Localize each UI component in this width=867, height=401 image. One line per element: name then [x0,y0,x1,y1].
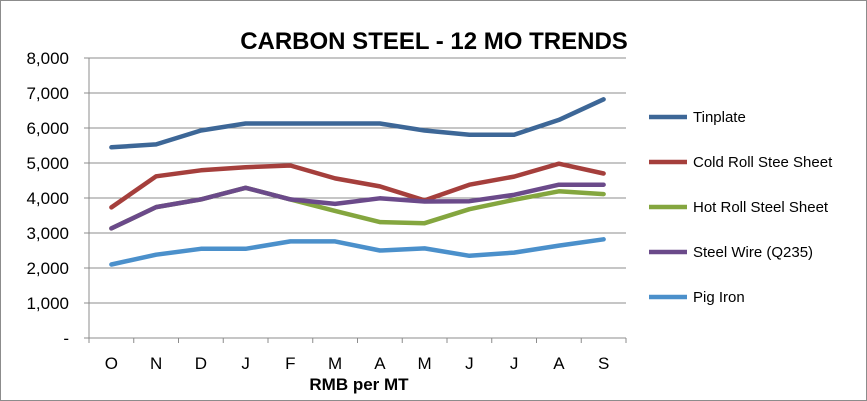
gridlines [89,57,626,304]
x-tick-label: F [285,354,295,373]
chart-title: CARBON STEEL - 12 MO TRENDS [240,28,628,55]
x-tick-label: D [195,354,207,373]
x-tick-label: J [510,354,519,373]
series-lines [109,97,606,267]
y-tick-label: 8,000 [26,49,69,68]
legend: Tinplate Cold Roll Stee Sheet Hot Roll Ste… [649,109,833,306]
y-tick-label: 7,000 [26,84,69,103]
series-line-4 [109,237,606,267]
x-tick-label: J [241,354,250,373]
legend-label-1: Cold Roll Stee Sheet [693,154,833,171]
y-tick-label: 3,000 [26,224,69,243]
x-tick-label: M [418,354,432,373]
y-tick-label: - [63,329,69,348]
series-line-3 [109,182,606,231]
axes [84,57,627,343]
x-tick-label: S [598,354,609,373]
y-axis-tick-labels: - 1,000 2,000 3,000 4,000 5,000 6,000 7,000 8,00… [26,49,69,348]
y-tick-label: 6,000 [26,119,69,138]
x-tick-label: A [553,354,565,373]
x-tick-label: J [465,354,474,373]
series-line-0 [109,97,606,150]
y-tick-label: 5,000 [26,154,69,173]
x-tick-label: O [105,354,118,373]
x-tick-label: N [150,354,162,373]
y-tick-label: 2,000 [26,259,69,278]
series-line-1 [109,161,606,210]
series-line-2 [109,185,606,231]
legend-label-3: Steel Wire (Q235) [693,244,813,261]
x-axis-title: RMB per MT [309,375,409,394]
legend-label-4: Pig Iron [693,289,745,306]
legend-label-2: Hot Roll Steel Sheet [693,199,829,216]
x-tick-label: M [328,354,342,373]
legend-label-0: Tinplate [693,109,746,126]
x-tick-label: A [374,354,386,373]
y-tick-label: 1,000 [26,294,69,313]
y-tick-label: 4,000 [26,189,69,208]
